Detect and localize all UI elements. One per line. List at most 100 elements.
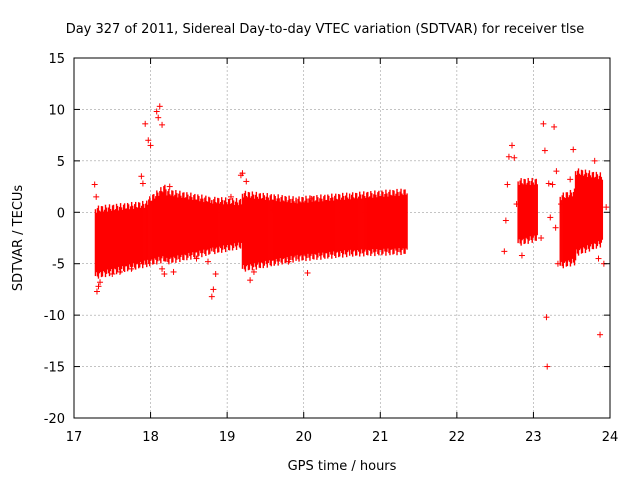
data-point — [210, 286, 217, 293]
y-tick-label: 10 — [48, 103, 65, 118]
y-tick-label: -20 — [44, 412, 65, 427]
data-point — [502, 217, 509, 224]
data-point — [212, 271, 219, 277]
data-point — [93, 288, 100, 295]
y-tick-label: 0 — [57, 206, 65, 221]
data-point — [95, 283, 102, 290]
data-point — [109, 271, 116, 277]
data-point — [270, 207, 277, 214]
data-point — [193, 255, 200, 262]
data-point — [543, 314, 550, 321]
data-point — [554, 260, 561, 267]
data-point — [304, 269, 311, 276]
x-tick-label: 23 — [525, 430, 542, 445]
data-point — [159, 121, 166, 128]
data-point — [128, 265, 135, 272]
x-tick-label: 17 — [66, 430, 83, 445]
data-band — [348, 188, 408, 257]
data-points — [91, 103, 610, 370]
data-point — [139, 180, 146, 187]
grid-lines — [74, 58, 610, 418]
data-point — [136, 260, 143, 267]
data-band — [574, 168, 604, 256]
data-point — [557, 201, 564, 208]
data-point — [595, 255, 602, 262]
data-point — [508, 142, 515, 149]
data-point — [227, 193, 234, 200]
data-point — [208, 293, 215, 300]
data-band — [241, 190, 297, 272]
data-point — [545, 180, 552, 187]
data-point — [549, 181, 556, 188]
data-band — [165, 188, 213, 265]
x-tick-label: 20 — [295, 430, 312, 445]
y-tick-label: -5 — [52, 258, 65, 273]
data-point — [544, 363, 551, 370]
data-point — [308, 195, 315, 202]
data-point — [501, 248, 508, 255]
data-point — [513, 201, 520, 208]
data-point — [570, 146, 577, 153]
y-tick-label: -15 — [44, 361, 65, 376]
data-point — [166, 183, 173, 190]
y-tick-label: -10 — [44, 309, 65, 324]
x-tick-label: 21 — [372, 430, 389, 445]
data-point — [247, 277, 254, 284]
data-point — [551, 123, 558, 130]
data-point — [603, 204, 610, 211]
data-point — [518, 252, 525, 259]
data-point — [591, 157, 598, 164]
data-point — [156, 103, 163, 110]
data-point — [155, 114, 162, 121]
data-band — [517, 177, 538, 246]
data-point — [567, 176, 574, 183]
data-point — [170, 268, 177, 275]
data-point — [505, 153, 512, 160]
data-point — [552, 224, 559, 231]
x-tick-label: 24 — [602, 430, 619, 445]
data-point — [250, 268, 257, 275]
data-point — [243, 178, 250, 185]
data-point — [285, 258, 292, 265]
x-tick-label: 18 — [142, 430, 159, 445]
y-axis-ticks: 15 10 5 0 -5 -10 -15 -20 — [44, 52, 610, 427]
data-point — [116, 268, 123, 275]
data-point — [161, 271, 168, 277]
data-point — [97, 279, 104, 286]
data-point — [553, 168, 560, 175]
data-bands — [94, 168, 604, 279]
y-axis-label: SDTVAR / TECUs — [11, 185, 26, 292]
plot-frame — [73, 57, 611, 419]
data-point — [511, 154, 518, 161]
data-point — [147, 142, 154, 149]
data-point — [205, 258, 211, 265]
data-point — [541, 147, 548, 154]
data-point — [504, 181, 511, 188]
data-point — [142, 120, 149, 127]
data-band — [146, 184, 167, 267]
data-point — [138, 173, 145, 180]
y-tick-label: 15 — [48, 52, 65, 67]
chart-title: Day 327 of 2011, Sidereal Day-to-day VTE… — [66, 22, 585, 37]
data-point — [547, 214, 554, 221]
data-point — [153, 108, 160, 115]
x-axis-label: GPS time / hours — [288, 459, 397, 474]
data-band — [295, 192, 351, 262]
data-point — [145, 137, 152, 144]
data-point — [239, 170, 246, 177]
data-point — [258, 204, 265, 211]
data-band — [94, 200, 148, 279]
data-point — [93, 193, 100, 200]
x-axis-ticks: 17 18 19 20 21 22 23 24 — [66, 58, 619, 445]
x-tick-label: 22 — [449, 430, 466, 445]
y-tick-label: 5 — [57, 155, 65, 170]
data-point — [159, 265, 166, 272]
data-band — [211, 196, 244, 255]
data-point — [538, 235, 545, 241]
data-point — [91, 181, 98, 188]
data-point — [597, 331, 604, 338]
data-band — [559, 188, 577, 269]
x-tick-label: 19 — [219, 430, 236, 445]
data-point — [540, 120, 547, 127]
